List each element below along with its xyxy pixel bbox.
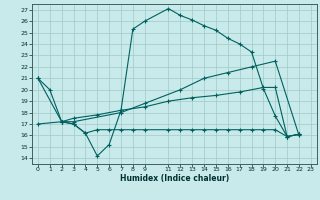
X-axis label: Humidex (Indice chaleur): Humidex (Indice chaleur) bbox=[120, 174, 229, 183]
